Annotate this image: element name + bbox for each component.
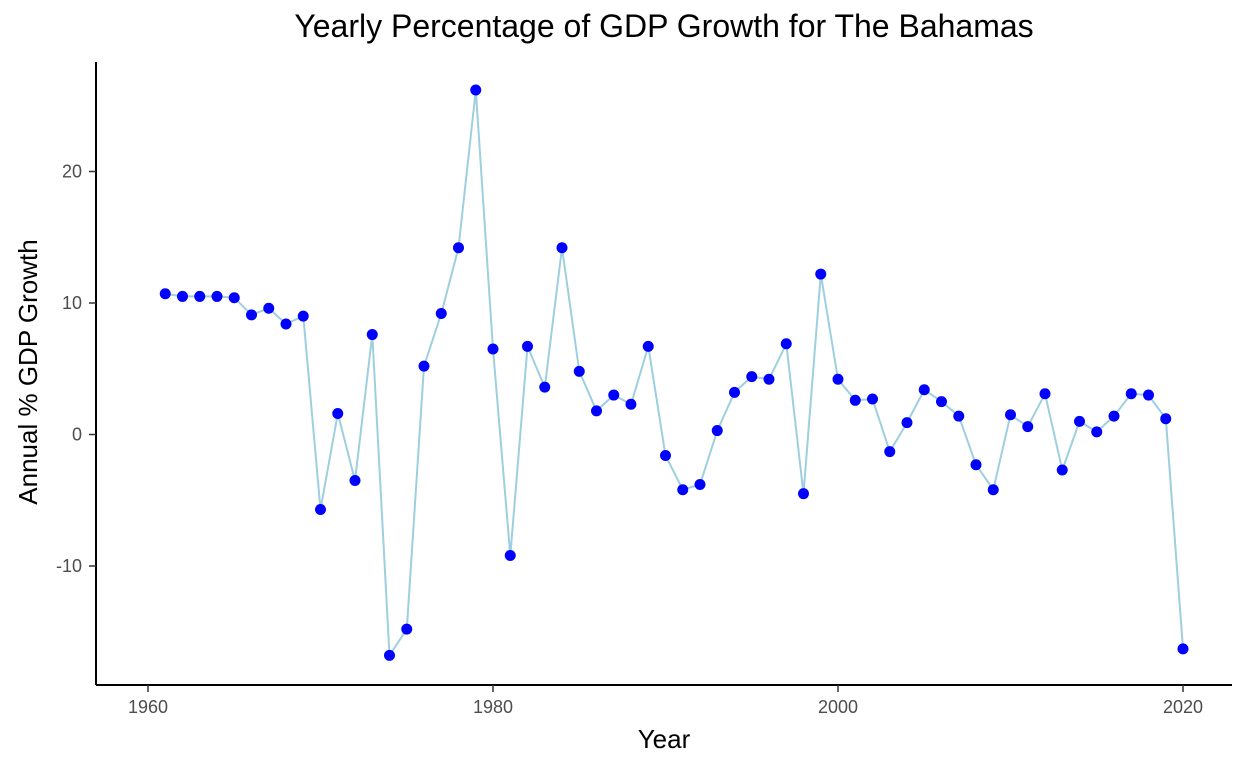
chart-title: Yearly Percentage of GDP Growth for The … — [294, 8, 1034, 44]
data-point — [435, 308, 447, 320]
data-point — [1108, 410, 1120, 422]
data-point — [1177, 643, 1189, 655]
data-point — [746, 371, 758, 383]
data-point — [642, 340, 654, 352]
data-point — [763, 373, 775, 385]
data-point — [384, 649, 395, 661]
data-point — [470, 84, 482, 96]
data-point — [1074, 415, 1085, 427]
data-point — [987, 484, 999, 496]
data-point — [297, 310, 309, 322]
data-point — [1039, 388, 1051, 400]
data-point — [625, 398, 637, 410]
data-point — [1005, 409, 1016, 421]
data-point — [1022, 421, 1034, 433]
data-point — [608, 389, 620, 401]
series-layer — [159, 84, 1189, 661]
data-point — [280, 318, 292, 330]
data-point — [228, 292, 240, 304]
data-point — [332, 407, 344, 419]
data-point — [573, 365, 585, 377]
data-point — [504, 549, 516, 561]
x-tick-label: 2020 — [1163, 697, 1203, 717]
data-point — [246, 309, 257, 321]
x-tick-label: 1960 — [128, 697, 168, 717]
axes — [95, 62, 1232, 686]
data-point — [849, 394, 861, 406]
data-point — [159, 288, 171, 300]
y-tick-label: -10 — [56, 556, 82, 576]
series-line — [165, 89, 1184, 659]
data-point — [884, 446, 896, 458]
data-point — [453, 242, 464, 254]
data-point — [1091, 426, 1103, 438]
data-point — [401, 623, 413, 635]
data-point — [867, 393, 878, 405]
data-point — [556, 242, 568, 254]
data-point — [970, 459, 982, 471]
data-point — [815, 268, 827, 280]
data-point — [539, 381, 551, 393]
x-ticks: 1960 1980 2000 2020 — [128, 685, 1203, 717]
y-tick-label: 10 — [62, 293, 82, 313]
data-point — [918, 384, 930, 396]
data-point — [315, 503, 326, 515]
data-point — [1056, 464, 1068, 476]
y-ticks: -10 0 10 20 — [56, 162, 96, 576]
data-point — [798, 488, 809, 500]
data-point — [1160, 413, 1172, 425]
data-point — [366, 329, 378, 341]
x-tick-label: 2000 — [818, 697, 858, 717]
data-point — [263, 302, 275, 314]
data-point — [660, 450, 671, 462]
data-point — [780, 338, 792, 350]
data-point — [349, 475, 361, 487]
data-point — [901, 417, 913, 429]
data-point — [177, 290, 188, 302]
data-point — [194, 290, 206, 302]
y-tick-label: 20 — [62, 162, 82, 182]
data-point — [694, 478, 706, 490]
data-point — [936, 396, 947, 408]
x-tick-label: 1980 — [473, 697, 513, 717]
x-axis-title: Year — [638, 724, 691, 754]
data-point — [953, 410, 965, 422]
data-point — [211, 290, 223, 302]
data-point — [832, 373, 844, 385]
data-point — [1143, 389, 1154, 401]
data-point — [591, 405, 602, 417]
data-point — [487, 343, 499, 355]
data-point — [1125, 388, 1137, 400]
y-tick-label: 0 — [72, 425, 82, 445]
data-point — [711, 425, 723, 437]
data-point — [729, 386, 740, 398]
y-axis-title: Annual % GDP Growth — [13, 239, 43, 504]
data-point — [522, 340, 533, 352]
data-point — [677, 484, 689, 496]
data-point — [418, 360, 430, 372]
